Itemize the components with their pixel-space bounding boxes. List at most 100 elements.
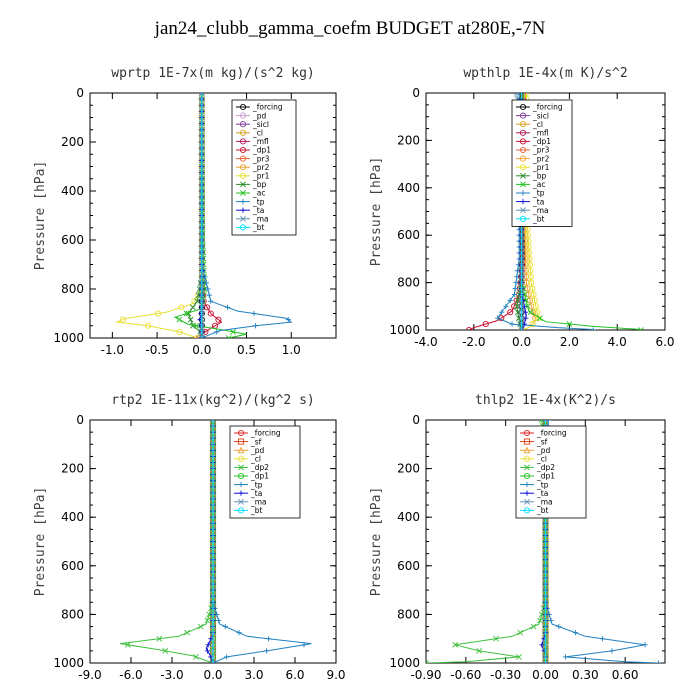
data-point bbox=[548, 617, 554, 624]
legend-marker bbox=[524, 482, 530, 488]
data-point bbox=[203, 280, 209, 286]
chart-title: thlp2 1E-4x(K^2)/s bbox=[475, 393, 616, 408]
legend-marker bbox=[523, 455, 531, 462]
legend-marker bbox=[523, 429, 531, 437]
data-point bbox=[527, 273, 534, 280]
legend-marker bbox=[237, 446, 245, 454]
data-point bbox=[542, 420, 549, 423]
legend-marker bbox=[523, 507, 531, 514]
y-tick-label: 400 bbox=[61, 184, 84, 198]
legend: _forcing_sf_pd_cl_dp2_dp1_tp_ta_ma_bt bbox=[229, 425, 301, 519]
data-point bbox=[509, 321, 515, 327]
data-point bbox=[263, 648, 270, 654]
data-point bbox=[534, 309, 541, 316]
data-point bbox=[524, 303, 531, 310]
data-point bbox=[609, 648, 615, 654]
data-point bbox=[198, 310, 204, 317]
data-point bbox=[523, 297, 529, 304]
legend-marker bbox=[240, 207, 246, 213]
data-point bbox=[204, 617, 211, 624]
x-tick-label: 2.0 bbox=[560, 335, 579, 349]
data-point bbox=[154, 310, 162, 317]
data-point bbox=[162, 647, 169, 654]
chart-title: wpthlp 1E-4x(m K)/s^2 bbox=[463, 66, 627, 81]
data-point bbox=[210, 660, 216, 663]
data-point bbox=[542, 660, 549, 663]
x-tick-label: 0.0 bbox=[512, 335, 531, 349]
y-tick-label: 200 bbox=[397, 133, 420, 147]
legend-entry: _sicl bbox=[252, 120, 269, 129]
legend-entry: _ma bbox=[536, 498, 553, 507]
series-group bbox=[120, 420, 312, 663]
legend-marker bbox=[237, 455, 245, 462]
data-point bbox=[511, 291, 518, 298]
data-point bbox=[516, 93, 522, 96]
data-point bbox=[216, 617, 222, 624]
legend: _forcing_sf_pd_cl_dp2_dp1_tp_ta_ma_bt bbox=[515, 425, 587, 519]
y-tick-label: 0 bbox=[412, 413, 420, 427]
legend-marker bbox=[524, 464, 530, 471]
x-tick-label: 0.5 bbox=[237, 343, 256, 357]
legend-marker bbox=[240, 190, 246, 196]
x-tick-label: 0.60 bbox=[612, 668, 639, 682]
legend-entry: _ta bbox=[536, 489, 548, 498]
chart-title: wprtp 1E-7x(m kg)/(s^2 kg) bbox=[111, 66, 315, 81]
data-point bbox=[476, 647, 483, 654]
x-tick-label: -4.0 bbox=[414, 335, 437, 349]
x-tick-label: -0.90 bbox=[410, 668, 441, 682]
data-point bbox=[526, 249, 533, 257]
legend-entry: _cl bbox=[252, 129, 263, 138]
legend-marker bbox=[239, 146, 247, 154]
data-point bbox=[537, 617, 543, 624]
data-point bbox=[145, 322, 152, 329]
legend-entry: _sicl bbox=[532, 111, 549, 120]
legend-marker bbox=[238, 490, 244, 496]
data-point bbox=[252, 323, 259, 329]
y-tick-label: 800 bbox=[61, 607, 84, 621]
data-point bbox=[525, 243, 532, 251]
legend-entry: _dp1 bbox=[250, 472, 269, 481]
data-point bbox=[518, 327, 525, 330]
legend-marker bbox=[238, 482, 244, 488]
legend-marker bbox=[239, 129, 247, 136]
legend-marker bbox=[239, 224, 247, 231]
x-tick-label: -0.60 bbox=[450, 668, 481, 682]
legend-marker bbox=[520, 207, 526, 214]
data-point bbox=[210, 420, 216, 423]
data-point bbox=[513, 297, 520, 304]
legend-marker bbox=[240, 199, 246, 205]
data-point bbox=[208, 298, 214, 304]
data-point bbox=[207, 310, 214, 317]
data-point bbox=[183, 310, 190, 317]
y-tick-label: 400 bbox=[397, 510, 420, 524]
legend-entry: _pr1 bbox=[532, 163, 550, 172]
data-point bbox=[642, 642, 648, 648]
legend: _forcing_pd_sicl_cl_mfl_dp1_pr3_pr2_pr1_… bbox=[231, 99, 297, 236]
data-point bbox=[482, 321, 489, 328]
data-point bbox=[204, 648, 211, 654]
data-point bbox=[527, 309, 534, 316]
data-point bbox=[526, 255, 533, 262]
y-tick-label: 1000 bbox=[53, 331, 84, 345]
data-point bbox=[285, 317, 291, 323]
data-point bbox=[176, 328, 183, 335]
legend-entry: _ma bbox=[250, 498, 267, 507]
chart-panel-3: rtp2 1E-11x(kg^2)/(kg^2 s) 0 200 400 600 800 1… bbox=[33, 393, 346, 682]
data-point bbox=[222, 623, 228, 630]
data-point bbox=[638, 327, 645, 330]
chart-panel-2: wpthlp 1E-4x(m K)/s^2 0 200 400 600 800 1000-4… bbox=[369, 66, 675, 349]
y-tick-label: 0 bbox=[76, 86, 84, 100]
legend-entry: _dp1 bbox=[532, 137, 551, 146]
data-point bbox=[513, 303, 520, 310]
legend-marker bbox=[523, 438, 531, 445]
data-point bbox=[562, 654, 569, 660]
legend-entry: _tp bbox=[252, 197, 265, 206]
data-point bbox=[187, 316, 194, 323]
legend: _forcing_sicl_cl_mfl_dp1_pr3_pr2_pr1_bp_… bbox=[511, 99, 573, 227]
data-point bbox=[529, 321, 536, 328]
x-tick-label: 0.00 bbox=[532, 668, 559, 682]
legend-marker bbox=[239, 138, 247, 145]
legend-marker bbox=[239, 121, 247, 128]
data-point bbox=[532, 303, 539, 310]
